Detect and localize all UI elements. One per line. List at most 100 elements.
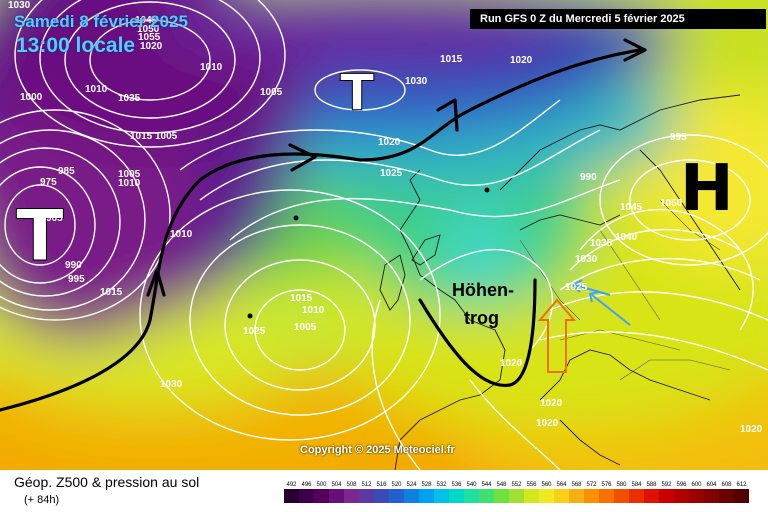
isobar-label: 1010 bbox=[302, 305, 325, 316]
isobar-label: 1010 bbox=[170, 229, 193, 240]
scale-swatch bbox=[674, 489, 689, 503]
center-dots bbox=[247, 187, 490, 319]
scale-swatch bbox=[644, 489, 659, 503]
scale-tick-label: 564 bbox=[556, 482, 567, 488]
scale-tick-label: 516 bbox=[376, 482, 387, 488]
scale-tick-label: 604 bbox=[706, 482, 717, 488]
isobars bbox=[0, 0, 768, 470]
scale-swatch bbox=[584, 489, 599, 503]
geopotential-field bbox=[0, 0, 768, 470]
trough-annotation-line1: Höhen- bbox=[452, 280, 514, 300]
isobar-label: 1030 bbox=[405, 76, 428, 87]
isobar-label: 1040 bbox=[615, 232, 638, 243]
isobar-label: 1010 bbox=[85, 84, 108, 95]
isobar-label: 1005 bbox=[155, 131, 178, 142]
isobar-label: 975 bbox=[40, 177, 57, 188]
scale-tick-label: 576 bbox=[601, 482, 612, 488]
forecast-date: Samedi 8 février 2025 bbox=[14, 12, 188, 31]
scale-swatch bbox=[299, 489, 314, 503]
scale-swatch bbox=[419, 489, 434, 503]
isobar-label: 1020 bbox=[500, 358, 523, 369]
scale-tick-label: 508 bbox=[346, 482, 357, 488]
scale-swatch bbox=[659, 489, 674, 503]
scale-tick-label: 584 bbox=[631, 482, 642, 488]
isobar-label: 1025 bbox=[565, 282, 588, 293]
isobar-label: 1015 bbox=[100, 287, 123, 298]
scale-tick-label: 540 bbox=[466, 482, 477, 488]
scale-tick-label: 492 bbox=[286, 482, 297, 488]
isobar-label: 1010 bbox=[118, 178, 141, 189]
scale-tick-label: 500 bbox=[316, 482, 327, 488]
isobar-label: 1045 bbox=[135, 15, 158, 26]
isobar-label: 1030 bbox=[160, 379, 183, 390]
scale-swatch bbox=[719, 489, 734, 503]
scale-tick-label: 504 bbox=[331, 482, 342, 488]
scale-tick-label: 556 bbox=[526, 482, 537, 488]
isobar-label: 990 bbox=[580, 172, 597, 183]
scale-tick-label: 512 bbox=[361, 482, 372, 488]
scale-swatch bbox=[734, 489, 749, 503]
isobar-label: 1025 bbox=[243, 326, 266, 337]
isobar-label: 1025 bbox=[380, 168, 403, 179]
scale-tick-label: 536 bbox=[451, 482, 462, 488]
scale-tick-label: 600 bbox=[691, 482, 702, 488]
scale-tick-label: 520 bbox=[391, 482, 402, 488]
forecast-time: 13:00 locale bbox=[16, 34, 136, 57]
scale-swatch bbox=[554, 489, 569, 503]
scale-tick-label: 552 bbox=[511, 482, 522, 488]
low-pressure-symbol: T bbox=[16, 195, 64, 277]
isobar-label: 1015 bbox=[440, 54, 463, 65]
scale-tick-label: 572 bbox=[586, 482, 597, 488]
isobar-label: 1055 bbox=[138, 32, 161, 43]
isobar-label: 1020 bbox=[536, 418, 559, 429]
copyright-text: Copyright © 2025 Meteociel.fr bbox=[300, 444, 455, 456]
scale-swatch bbox=[599, 489, 614, 503]
isobar-label: 995 bbox=[670, 132, 687, 143]
scale-tick-label: 608 bbox=[721, 482, 732, 488]
scale-tick-label: 612 bbox=[736, 482, 747, 488]
isobar-label: 1005 bbox=[118, 169, 141, 180]
scale-swatch bbox=[524, 489, 539, 503]
weather-map: T T H Höhen- trog 1030 1010 1035 1045 1050 10… bbox=[0, 0, 768, 470]
scale-tick-label: 528 bbox=[421, 482, 432, 488]
trough-annotation-line2: trog bbox=[464, 308, 499, 328]
scale-swatch bbox=[479, 489, 494, 503]
isobar-label: 1020 bbox=[140, 41, 163, 52]
isobar-label: 1045 bbox=[620, 202, 643, 213]
isobar-label: 1000 bbox=[20, 92, 43, 103]
scale-swatch bbox=[449, 489, 464, 503]
isobar-label: 1035 bbox=[590, 238, 613, 249]
isobar-label: 1030 bbox=[8, 0, 31, 11]
isobar-label: 1035 bbox=[118, 93, 141, 104]
scale-tick-label: 568 bbox=[571, 482, 582, 488]
scale-swatch bbox=[344, 489, 359, 503]
scale-swatch bbox=[374, 489, 389, 503]
scale-swatch bbox=[329, 489, 344, 503]
model-run-label: Run GFS 0 Z du Mercredi 5 février 2025 bbox=[470, 9, 766, 29]
low-pressure-symbol: T bbox=[340, 64, 374, 122]
scale-tick-label: 560 bbox=[541, 482, 552, 488]
legend-title: Géop. Z500 & pression au sol bbox=[14, 474, 200, 490]
scale-tick-label: 496 bbox=[301, 482, 312, 488]
scale-tick-label: 544 bbox=[481, 482, 492, 488]
scale-swatch bbox=[434, 489, 449, 503]
jet-stream-arrows bbox=[0, 38, 647, 412]
isobar-label: 1020 bbox=[378, 137, 401, 148]
isobar-label: 1020 bbox=[740, 424, 763, 435]
scale-swatch bbox=[494, 489, 509, 503]
scale-swatch bbox=[569, 489, 584, 503]
scale-swatch bbox=[389, 489, 404, 503]
warm-advection-arrow bbox=[537, 298, 577, 373]
color-scale: 492 496 500 504 508 512 516 520 524 528 532 536 540 5… bbox=[284, 482, 749, 503]
scale-swatch bbox=[359, 489, 374, 503]
scale-swatch bbox=[404, 489, 419, 503]
isobar-label: 1015 bbox=[290, 293, 313, 304]
scale-swatch bbox=[509, 489, 524, 503]
isobar-label: 1030 bbox=[575, 254, 598, 265]
isobar-label: 1005 bbox=[260, 87, 283, 98]
scale-tick-label: 588 bbox=[646, 482, 657, 488]
scale-swatch bbox=[614, 489, 629, 503]
isobar-label: 1015 bbox=[130, 131, 153, 142]
scale-swatch bbox=[629, 489, 644, 503]
